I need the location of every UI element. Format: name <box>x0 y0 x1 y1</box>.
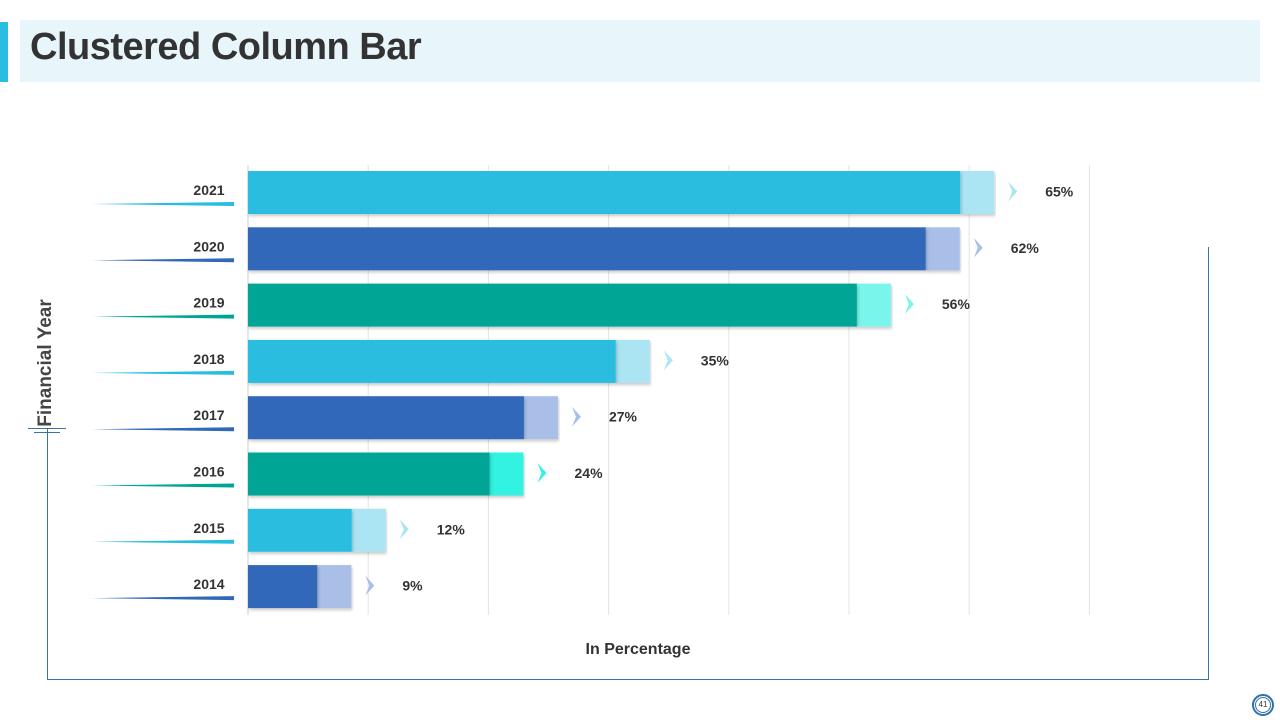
bar-tail-2016 <box>489 452 524 496</box>
title-accent-bar <box>0 22 8 82</box>
value-label-2019: 56% <box>942 296 971 312</box>
value-label-2017: 27% <box>609 409 638 425</box>
bar-2014 <box>248 565 318 609</box>
frame-line-left-cap <box>28 428 66 429</box>
page-number: 41 <box>1255 697 1271 713</box>
category-label-2021: 2021 <box>193 182 224 198</box>
year-underline-2014 <box>92 596 234 601</box>
bar-tail-2015 <box>351 508 386 552</box>
bar-2021 <box>248 171 961 214</box>
bar-tail-2019 <box>856 283 891 327</box>
x-axis-label: In Percentage <box>585 641 691 658</box>
bar-tail-2020 <box>925 227 960 271</box>
value-label-2014: 9% <box>402 578 423 594</box>
bar-tail-2014 <box>317 565 352 609</box>
category-label-2020: 2020 <box>193 238 224 254</box>
title-banner <box>20 20 1260 82</box>
bar-2016 <box>248 452 490 496</box>
value-label-2021: 65% <box>1045 184 1074 200</box>
page-number-badge: 41 <box>1252 694 1274 716</box>
bar-2017 <box>248 396 524 440</box>
bar-2015 <box>248 508 352 552</box>
chevron-right-icon <box>365 575 375 596</box>
category-label-2014: 2014 <box>193 576 224 592</box>
category-label-2017: 2017 <box>193 407 224 423</box>
bar-tail-2018 <box>615 339 650 383</box>
chevron-right-icon <box>571 406 581 427</box>
bar-tail-2017 <box>523 396 558 440</box>
year-underline-2018 <box>92 370 234 375</box>
chevron-right-icon <box>663 350 673 371</box>
frame-line-right <box>1208 247 1209 680</box>
year-underline-2019 <box>92 314 234 319</box>
chevron-right-icon <box>973 237 983 258</box>
value-label-2015: 12% <box>437 521 466 537</box>
value-label-2016: 24% <box>575 465 604 481</box>
page-title: Clustered Column Bar <box>30 26 422 68</box>
frame-line-left <box>47 428 48 680</box>
frame-line-bottom <box>47 679 1209 680</box>
chevron-right-icon <box>399 519 409 540</box>
year-underline-2016 <box>92 483 234 488</box>
chevron-right-icon <box>904 294 914 315</box>
year-underline-2020 <box>92 258 234 263</box>
value-label-2018: 35% <box>701 352 730 368</box>
bar-2020 <box>248 227 926 271</box>
category-label-2018: 2018 <box>193 351 224 367</box>
year-underline-2021 <box>92 202 234 206</box>
year-underline-2017 <box>92 427 234 432</box>
bar-2018 <box>248 339 616 383</box>
bar-tail-2021 <box>960 171 995 214</box>
chevron-right-icon <box>537 463 547 483</box>
category-label-2019: 2019 <box>193 295 224 311</box>
frame-line-left-cap-2 <box>34 432 60 433</box>
category-label-2016: 2016 <box>193 464 224 480</box>
chevron-right-icon <box>1008 181 1018 202</box>
bar-2019 <box>248 283 857 327</box>
year-underline-2015 <box>92 539 234 544</box>
category-label-2015: 2015 <box>193 520 224 536</box>
value-label-2020: 62% <box>1011 240 1040 256</box>
